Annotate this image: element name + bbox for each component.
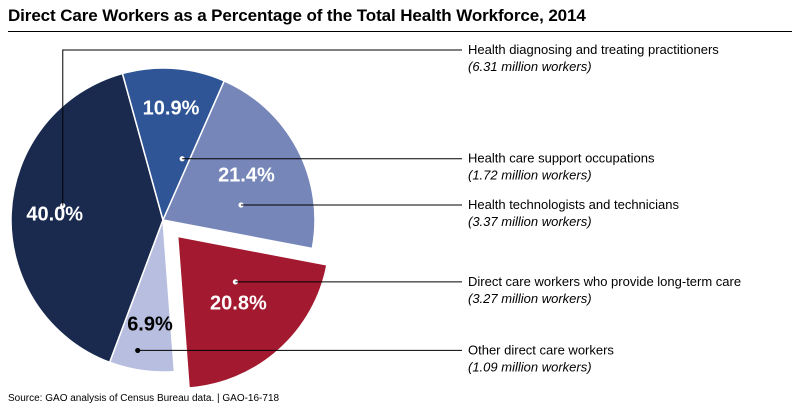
slice-label-other-direct-care-workers: 6.9% (127, 314, 173, 336)
slice-label-health-care-support-occupations: 10.9% (143, 98, 200, 120)
legend-name-direct-care-workers-who-provide-long-term-care: Direct care workers who provide long-ter… (468, 274, 741, 289)
legend-workers-other-direct-care-workers: (1.09 million workers) (468, 359, 592, 374)
leader-line-health-diagnosing-and-treating-practitioners (62, 49, 462, 206)
title-divider (8, 31, 792, 32)
slice-label-health-diagnosing-and-treating-practitioners: 40.0% (26, 204, 83, 226)
slice-label-health-technologists-and-technicians: 21.4% (218, 164, 275, 186)
legend-name-health-care-support-occupations: Health care support occupations (468, 151, 655, 166)
legend-name-other-direct-care-workers: Other direct care workers (468, 342, 614, 357)
chart-source: Source: GAO analysis of Census Bureau da… (8, 393, 280, 404)
pie-slice-health-diagnosing-and-treating-practitioners (10, 72, 164, 364)
legend-workers-health-care-support-occupations: (1.72 million workers) (468, 168, 592, 183)
leader-lines (60, 49, 462, 354)
slice-label-direct-care-workers-who-provide-long-term-care: 20.8% (210, 293, 267, 315)
leader-dot-direct-care-workers-who-provide-long-term-care (232, 279, 239, 285)
slice-labels: 40.0% 10.9% 21.4% 20.8% 6.9% (26, 98, 275, 336)
pie-slice-health-technologists-and-technicians (161, 79, 316, 250)
legend-workers-health-diagnosing-and-treating-practitioners: (6.31 million workers) (468, 59, 592, 74)
pie-slice-health-care-support-occupations (121, 67, 226, 223)
legend-workers-direct-care-workers-who-provide-long-term-care: (3.27 million workers) (468, 291, 592, 306)
chart-title: Direct Care Workers as a Percentage of t… (8, 6, 586, 25)
legend-name-health-technologists-and-technicians: Health technologists and technicians (468, 197, 680, 212)
legend: Health diagnosing and treating practitio… (468, 42, 741, 374)
pie-slice-other-direct-care-workers (108, 219, 176, 373)
legend-workers-health-technologists-and-technicians: (3.37 million workers) (468, 214, 592, 229)
legend-name-health-diagnosing-and-treating-practitioners: Health diagnosing and treating practitio… (468, 42, 719, 57)
